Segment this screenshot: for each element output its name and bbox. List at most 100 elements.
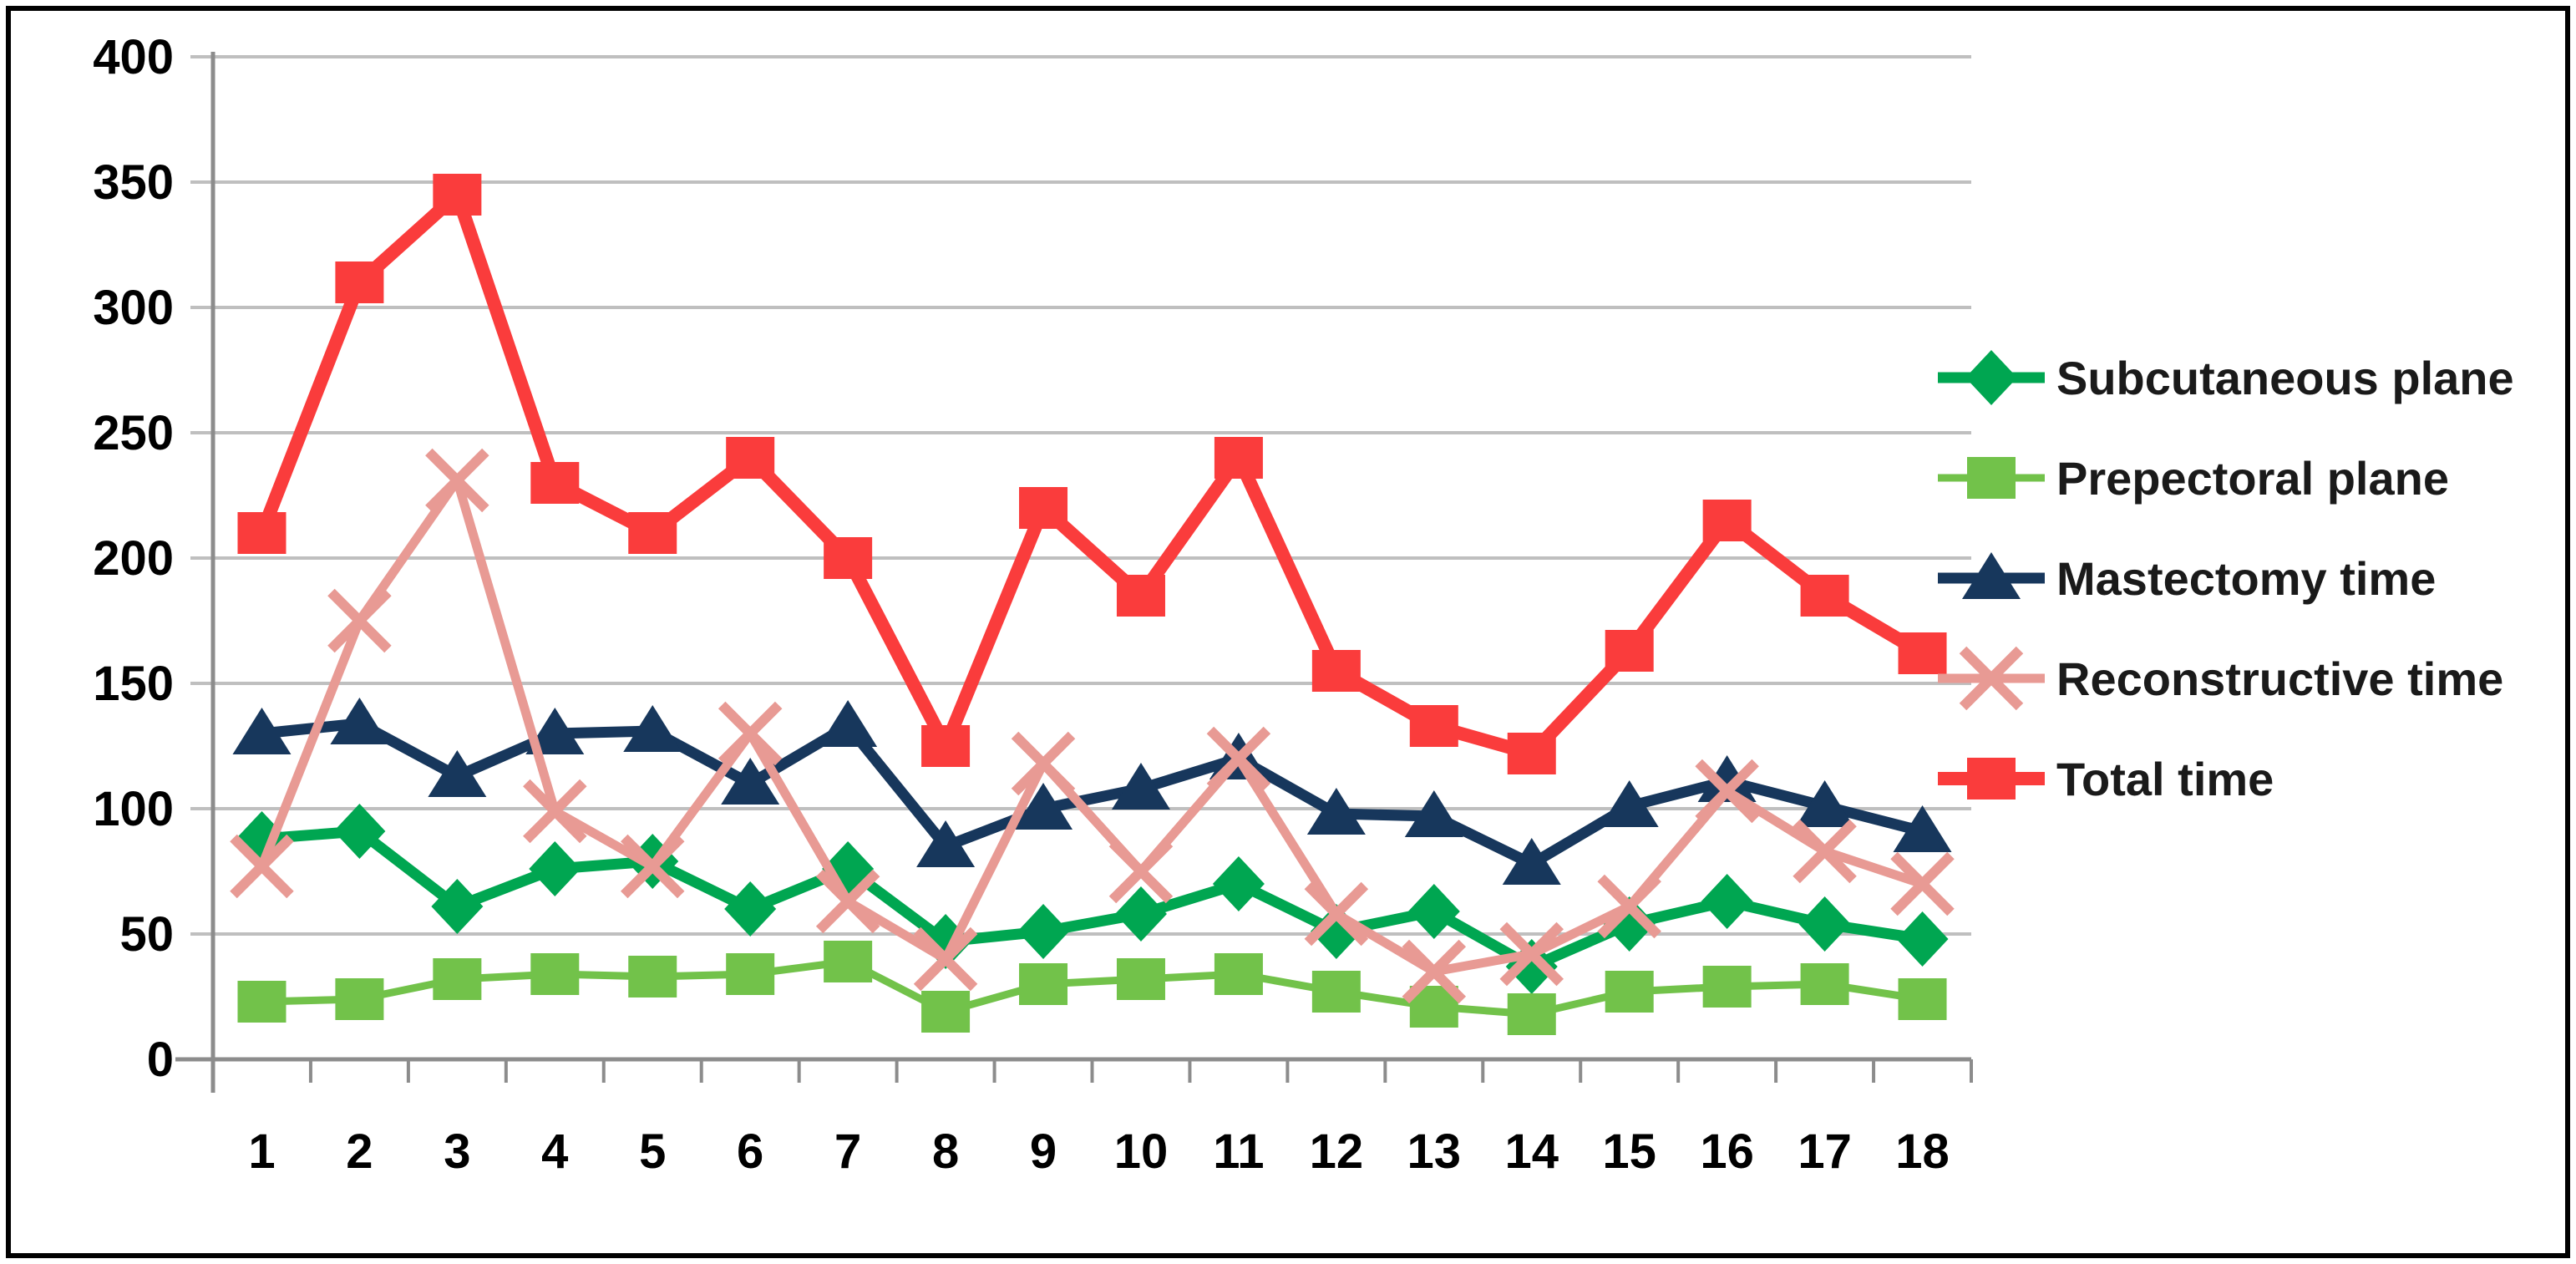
y-tick-label-400: 400 — [93, 30, 174, 84]
diamond-marker — [1212, 856, 1265, 911]
x-tick-label-7: 7 — [834, 1124, 861, 1179]
x-tick-label-9: 9 — [1030, 1124, 1057, 1179]
square-marker — [1019, 963, 1068, 1005]
x-marker — [913, 926, 978, 992]
square-marker — [1116, 575, 1165, 617]
legend-item-subcutaneous-plane: Subcutaneous plane — [1938, 350, 2514, 405]
legend-item-prepectoral-plane: Prepectoral plane — [1938, 452, 2449, 505]
square-marker — [1507, 993, 1556, 1035]
x-tick-label-1: 1 — [248, 1124, 275, 1179]
x-tick-label-14: 14 — [1504, 1124, 1559, 1179]
square-marker — [433, 958, 482, 1000]
x-tick-label-16: 16 — [1700, 1124, 1754, 1179]
y-tick-label-300: 300 — [93, 281, 174, 335]
square-marker — [1214, 953, 1263, 995]
diamond-marker — [1407, 884, 1460, 939]
square-marker — [1898, 632, 1947, 674]
triangle-marker — [1600, 780, 1659, 827]
x-tick-label-8: 8 — [932, 1124, 959, 1179]
x-tick-label-5: 5 — [639, 1124, 666, 1179]
x-marker — [1793, 819, 1857, 884]
square-marker — [1800, 963, 1849, 1005]
square-marker — [1409, 705, 1458, 747]
diamond-marker — [1701, 874, 1753, 929]
triangle-marker — [330, 698, 389, 744]
triangle-marker — [1795, 780, 1854, 827]
diamond-marker — [529, 841, 581, 896]
diamond-marker — [333, 804, 386, 859]
series-reconstructive-time — [230, 448, 1955, 1004]
triangle-marker — [1111, 763, 1170, 810]
x-tick-label-17: 17 — [1798, 1124, 1852, 1179]
triangle-marker — [1014, 783, 1073, 830]
axes — [175, 52, 1973, 1093]
triangle-marker — [525, 708, 585, 754]
square-marker — [1507, 733, 1556, 774]
square-marker — [1019, 487, 1068, 529]
x-tick-label-4: 4 — [541, 1124, 568, 1179]
x-marker — [1695, 759, 1759, 824]
x-marker — [425, 448, 489, 513]
x-tick-label-3: 3 — [444, 1124, 470, 1179]
y-axis-labels: 0 50 100 150 200 250 300 350 400 — [93, 30, 174, 1087]
x-marker — [523, 779, 587, 844]
x-tick-label-2: 2 — [346, 1124, 373, 1179]
legend-label-total-time: Total time — [2056, 753, 2274, 805]
triangle-marker — [721, 758, 780, 805]
series-line-prepectoral-plane — [257, 957, 1927, 1018]
square-marker — [530, 953, 580, 995]
triangle-marker — [1893, 805, 1952, 852]
legend-label-prepectoral-plane: Prepectoral plane — [2056, 452, 2449, 505]
x-tick-label-11: 11 — [1213, 1124, 1264, 1179]
square-marker — [1800, 575, 1849, 617]
diamond-marker — [1114, 886, 1167, 942]
legend: Subcutaneous plane Prepectoral plane Maste… — [1938, 350, 2514, 805]
series-total-time — [237, 174, 1947, 774]
diamond-marker — [1017, 904, 1070, 959]
x-marker — [1402, 939, 1467, 1004]
square-marker — [1116, 958, 1165, 1000]
diamond-marker — [431, 879, 484, 934]
square-marker — [1605, 971, 1654, 1013]
y-tick-label-150: 150 — [93, 657, 174, 711]
diamond-marker — [1896, 911, 1949, 967]
square-marker — [1702, 966, 1752, 1008]
x-marker — [230, 834, 294, 899]
square-marker — [628, 512, 677, 554]
x-marker — [815, 869, 880, 934]
series-line-mastectomy-time — [256, 718, 1929, 870]
square-marker — [1967, 758, 2016, 800]
triangle-marker — [623, 705, 682, 752]
x-marker — [1011, 731, 1076, 796]
triangle-marker — [428, 750, 487, 797]
legend-item-mastectomy-time: Mastectomy time — [1938, 552, 2436, 605]
square-marker — [1605, 630, 1654, 672]
x-marker — [1890, 851, 1955, 916]
series-prepectoral-plane — [237, 941, 1947, 1035]
series-line-total-time — [255, 188, 1929, 760]
square-marker — [726, 953, 775, 995]
square-marker — [335, 978, 384, 1020]
legend-item-total-time: Total time — [1938, 753, 2274, 805]
square-marker — [1702, 500, 1752, 541]
square-marker — [824, 941, 873, 982]
square-marker — [1967, 457, 2016, 499]
triangle-marker — [1697, 755, 1757, 802]
triangle-marker — [232, 708, 292, 754]
triangle-marker — [1404, 790, 1463, 837]
square-marker — [1898, 978, 1947, 1020]
x-marker — [718, 701, 783, 766]
diamond-marker — [1965, 350, 2017, 405]
triangle-marker — [1962, 552, 2021, 599]
gridlines — [190, 55, 1971, 936]
y-tick-label-0: 0 — [147, 1033, 174, 1087]
x-marker — [1108, 839, 1174, 904]
x-tick-label-13: 13 — [1407, 1124, 1462, 1179]
legend-label-mastectomy-time: Mastectomy time — [2056, 552, 2436, 605]
triangle-marker — [916, 820, 976, 867]
x-tick-label-6: 6 — [737, 1124, 763, 1179]
x-tick-label-12: 12 — [1310, 1124, 1364, 1179]
y-tick-label-200: 200 — [93, 531, 174, 586]
square-marker — [824, 537, 873, 579]
